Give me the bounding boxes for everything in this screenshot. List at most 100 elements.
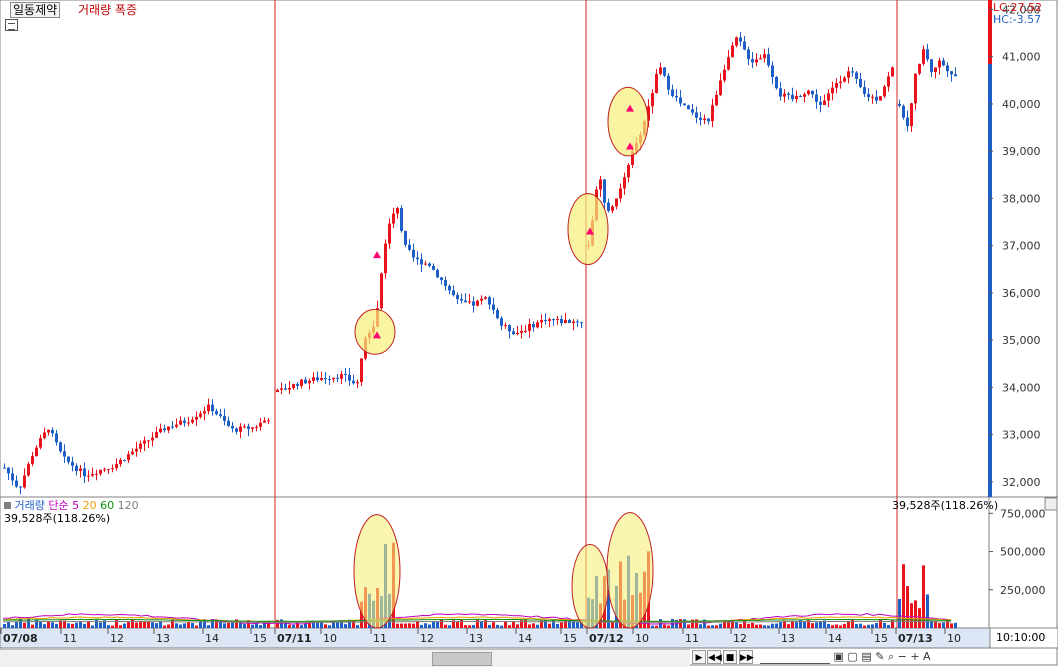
- search-icon[interactable]: ⌕: [887, 650, 895, 663]
- candle-body: [564, 319, 567, 324]
- draw-tool-icon[interactable]: ✎: [875, 650, 885, 663]
- split-icon[interactable]: ▤: [861, 650, 872, 663]
- candle-body: [456, 295, 459, 299]
- time-tick-label: 12: [420, 632, 434, 645]
- candle-body: [867, 93, 870, 97]
- volume-label[interactable]: 거래량: [14, 499, 45, 512]
- volume-bar: [15, 621, 18, 628]
- volume-bar: [195, 625, 198, 628]
- volume-bar: [835, 624, 838, 628]
- time-tick-label: 11: [685, 632, 699, 645]
- candle-body: [11, 473, 14, 481]
- volume-bar: [934, 620, 937, 628]
- volume-bar: [902, 564, 905, 628]
- volume-bar: [191, 623, 194, 628]
- volume-bar: [336, 621, 339, 628]
- text-tool-icon[interactable]: A: [923, 650, 931, 663]
- scroll-right-icon[interactable]: ▶: [692, 650, 706, 664]
- ma120-label: 120: [117, 499, 139, 512]
- scroll-thumb[interactable]: [432, 652, 492, 666]
- volume-bar: [167, 624, 170, 628]
- volume-bar: [783, 620, 786, 628]
- volume-bar: [536, 624, 539, 628]
- candle-body: [623, 177, 626, 189]
- candle-body: [336, 377, 339, 379]
- volume-bar: [552, 619, 555, 628]
- window-layout-icon[interactable]: ▣: [833, 650, 844, 663]
- grid-settings-icon[interactable]: [5, 19, 18, 31]
- candle-body: [803, 94, 806, 97]
- candle-body: [707, 118, 710, 122]
- candle-body: [207, 404, 210, 412]
- volume-bar: [918, 608, 921, 628]
- volume-current-right: 39,528주(118.26%): [892, 499, 999, 512]
- volume-bar: [332, 620, 335, 628]
- candle-body: [324, 378, 327, 380]
- volume-bar: [871, 624, 874, 628]
- stop-icon[interactable]: ■: [723, 650, 737, 664]
- candle-body: [942, 60, 945, 66]
- volume-bar: [444, 624, 447, 628]
- volume-bar: [815, 622, 818, 628]
- zoom-slider-icon[interactable]: [760, 650, 830, 664]
- volume-bar: [7, 621, 10, 628]
- volume-bar: [276, 619, 279, 628]
- candle-body: [308, 380, 311, 384]
- volume-bar: [163, 625, 166, 628]
- candle-body: [647, 106, 650, 121]
- candle-body: [35, 447, 38, 457]
- candle-body: [727, 57, 730, 70]
- indicator-label[interactable]: 거래량 폭증: [78, 3, 138, 17]
- price-tick-label: 40,000: [1002, 98, 1041, 111]
- candle-body: [671, 89, 674, 96]
- volume-bar: [408, 623, 411, 628]
- candle-body: [787, 93, 790, 95]
- horizontal-scrollbar[interactable]: [0, 649, 690, 667]
- candle-body: [783, 93, 786, 97]
- plus-icon[interactable]: +: [910, 650, 920, 663]
- volume-current-left: 39,528주(118.26%): [4, 512, 111, 525]
- candle-body: [687, 105, 690, 110]
- volume-bar: [75, 622, 78, 628]
- candle-body: [123, 459, 126, 461]
- candle-body: [580, 322, 583, 324]
- rewind-icon[interactable]: ◀◀: [707, 650, 722, 664]
- volume-bar: [707, 625, 710, 628]
- volume-bar: [723, 620, 726, 628]
- candle-body: [239, 426, 242, 432]
- restore-icon[interactable]: ▢: [847, 650, 858, 663]
- candle-body: [127, 454, 130, 461]
- volume-bar: [267, 621, 270, 628]
- candle-body: [255, 426, 258, 428]
- volume-bar: [448, 625, 451, 628]
- candle-body: [607, 202, 610, 211]
- volume-settings-icon: [1044, 497, 1058, 511]
- stock-name-box[interactable]: 일동제약: [10, 2, 61, 18]
- candle-body: [223, 416, 226, 421]
- candle-body: [492, 304, 495, 310]
- candle-body: [23, 475, 26, 488]
- candle-body: [891, 67, 894, 77]
- volume-bar: [123, 623, 126, 628]
- candle-body: [175, 424, 178, 427]
- candle-body: [611, 206, 614, 211]
- time-tick-label: 07/12: [589, 632, 624, 645]
- volume-bar: [500, 625, 503, 628]
- volume-bar: [883, 622, 886, 628]
- volume-bar: [827, 624, 830, 628]
- volume-bar: [922, 565, 925, 628]
- volume-bar: [251, 624, 254, 628]
- volume-bar: [767, 625, 770, 628]
- candle-body: [360, 358, 363, 383]
- volume-bar: [691, 619, 694, 628]
- volume-bar: [328, 625, 331, 628]
- volume-bar: [183, 623, 186, 628]
- volume-bar: [23, 622, 26, 628]
- volume-bar: [203, 619, 206, 628]
- volume-bar: [887, 624, 890, 628]
- minus-icon[interactable]: −: [897, 650, 907, 663]
- fast-forward-icon[interactable]: ▶▶: [739, 650, 754, 664]
- volume-bar: [504, 621, 507, 628]
- candle-body: [227, 420, 230, 426]
